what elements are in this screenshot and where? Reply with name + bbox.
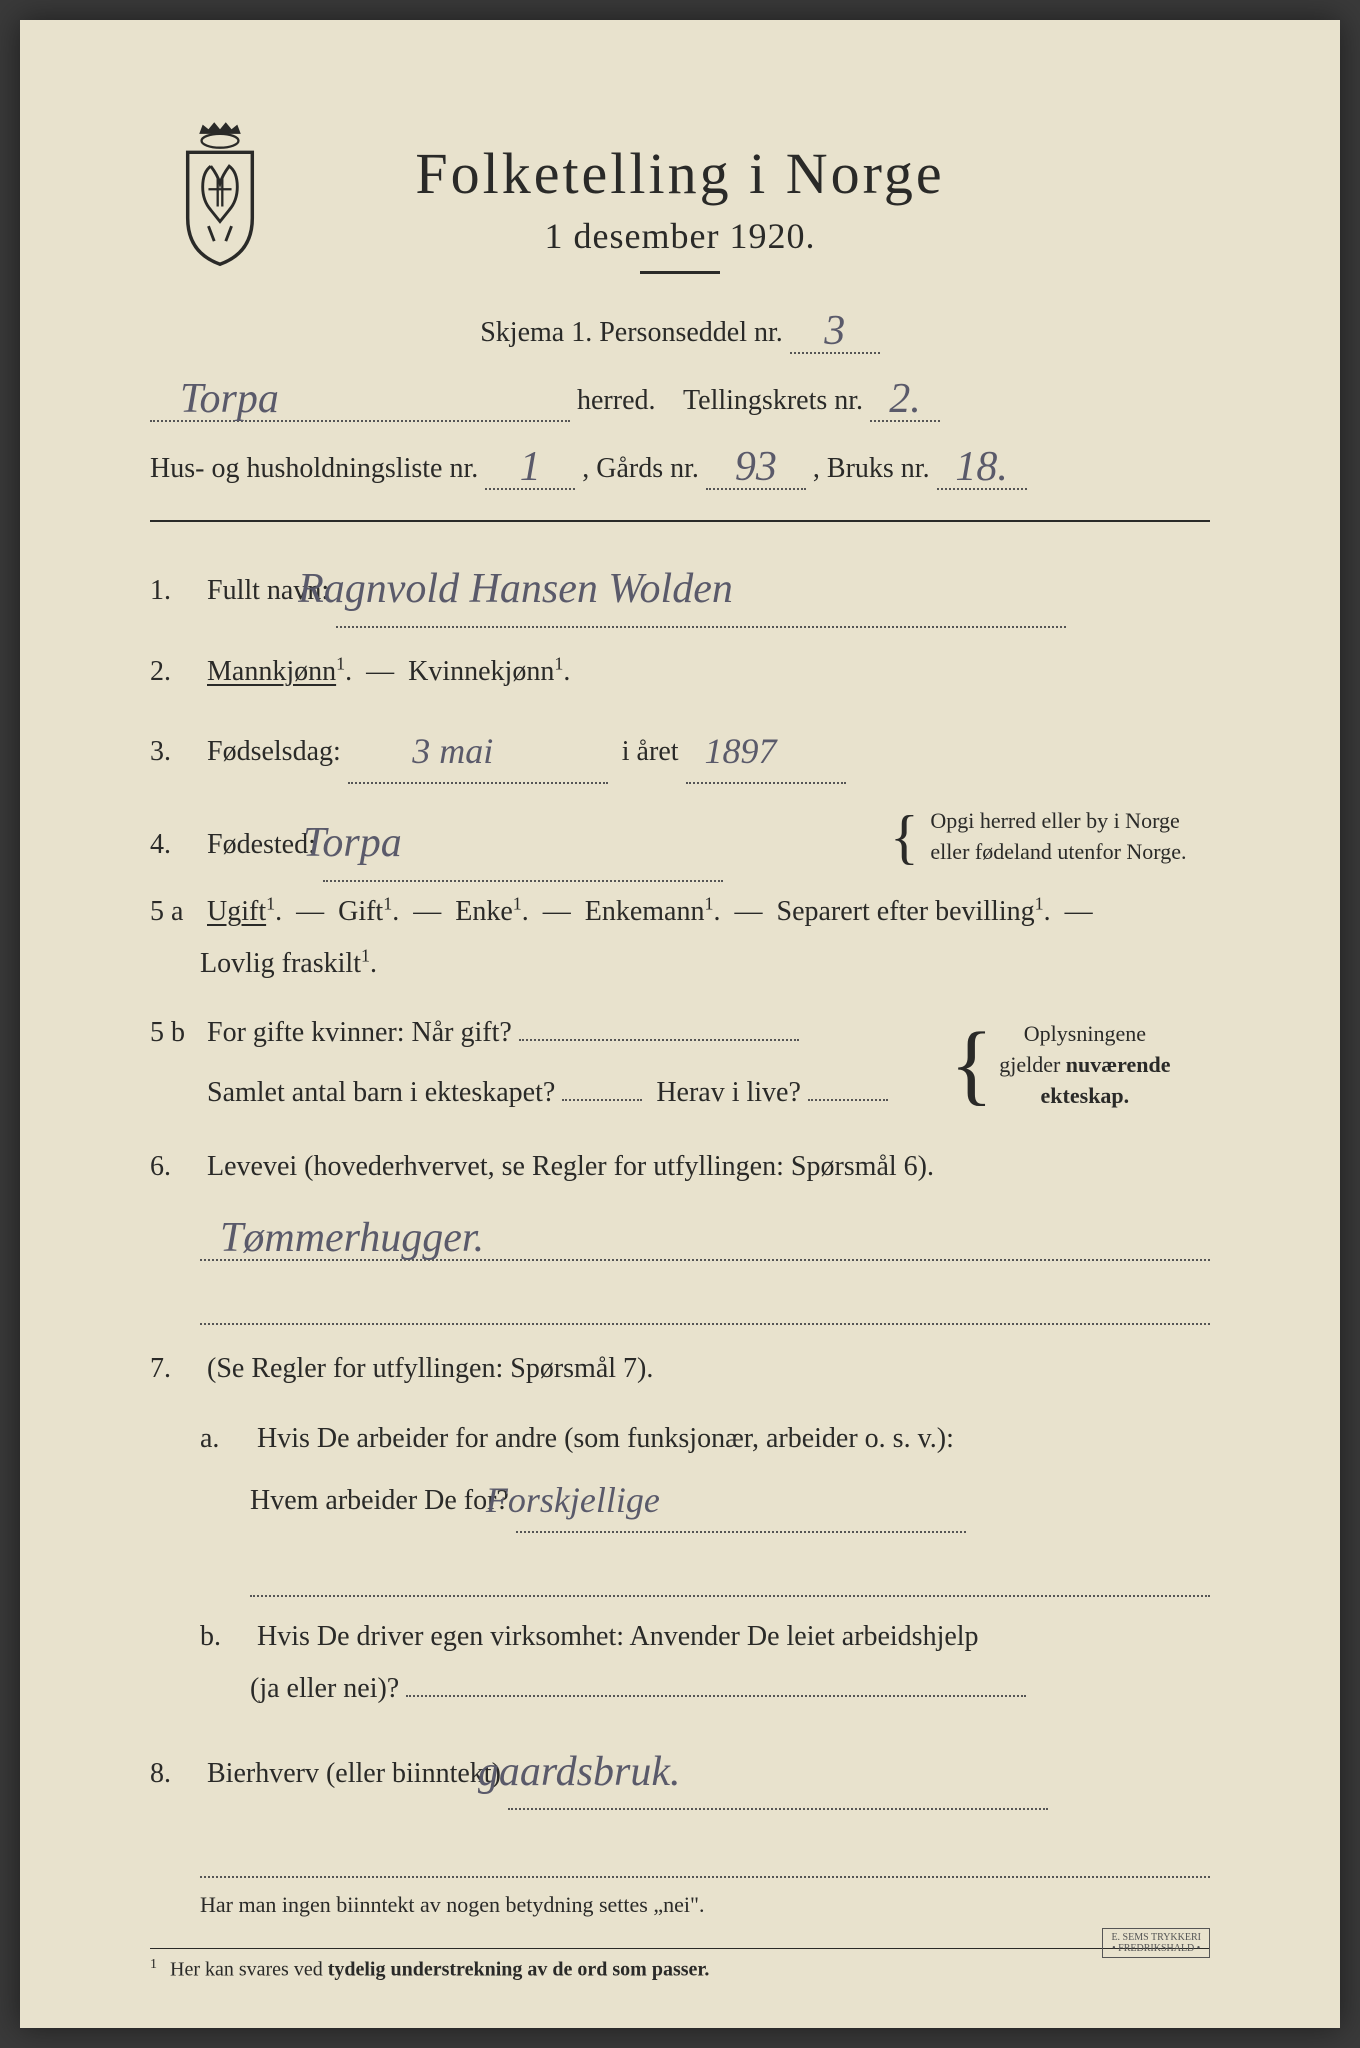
- q7b-sub: (ja eller nei)?: [250, 1673, 399, 1704]
- q6-answer: Tømmerhugger.: [200, 1211, 1210, 1261]
- personseddel-nr: 3: [824, 308, 845, 354]
- q6-num: 6.: [150, 1141, 200, 1193]
- bruks-nr: 18.: [955, 444, 1008, 490]
- q5a-opt4: Separert efter bevilling: [777, 896, 1035, 927]
- q7a-answer-line2: [250, 1547, 1210, 1597]
- q6: 6. Levevei (hovederhvervet, se Regler fo…: [150, 1141, 1210, 1193]
- gards-label: , Gårds nr.: [582, 453, 699, 484]
- q3-year-label: i året: [622, 736, 679, 767]
- q6-answer-line2: [200, 1275, 1210, 1325]
- q4-note: { Opgi herred eller by i Norge eller fød…: [890, 802, 1210, 868]
- q7a-sub: Hvem arbeider De for?: [250, 1485, 509, 1516]
- q7a-label: Hvis De arbeider for andre (som funksjon…: [257, 1423, 954, 1454]
- q7: 7. (Se Regler for utfyllingen: Spørsmål …: [150, 1343, 1210, 1395]
- q4-note-l2: eller fødeland utenfor Norge.: [930, 839, 1186, 864]
- q5a: 5 a Ugift1. — Gift1. — Enke1. — Enkemann…: [150, 886, 1210, 990]
- q2-opt1: Mannkjønn: [207, 656, 336, 687]
- q5b-note-l3: ekteskap.: [1041, 1083, 1130, 1108]
- coat-of-arms-icon: [160, 120, 280, 270]
- q7b-letter: b.: [200, 1611, 250, 1663]
- q8-note: Har man ingen biinntekt av nogen betydni…: [200, 1892, 1210, 1918]
- q5b-note: { Oplysningene gjelder nuværende ekteska…: [950, 1019, 1210, 1111]
- footnote-num: 1: [150, 1957, 157, 1972]
- q8-num: 8.: [150, 1748, 200, 1800]
- q8-value: gaardsbruk.: [478, 1749, 681, 1795]
- footnote: 1 Her kan svares ved tydelig understrekn…: [150, 1957, 1210, 1982]
- q5b-label1: For gifte kvinner: Når gift?: [207, 1017, 512, 1048]
- q1: 1. Fullt navn: Ragnvold Hansen Wolden: [150, 548, 1210, 628]
- q5a-opt2: Enke: [455, 896, 513, 927]
- census-date: 1 desember 1920.: [150, 215, 1210, 257]
- q5a-opt1: Gift: [338, 896, 383, 927]
- q8-label: Bierhverv (eller biinntekt): [207, 1758, 501, 1789]
- hus-line: Hus- og husholdningsliste nr. 1 , Gårds …: [150, 440, 1210, 490]
- gards-nr: 93: [735, 444, 777, 490]
- printer-l2: • FREDRIKSHALD •: [1112, 1943, 1200, 1954]
- q5a-opt5: Lovlig fraskilt: [200, 948, 361, 979]
- q2-opt2: Kvinnekjønn: [408, 656, 554, 687]
- census-form-page: Folketelling i Norge 1 desember 1920. Sk…: [20, 20, 1340, 2028]
- q4: 4. Fødested: Torpa { Opgi herred eller b…: [150, 802, 1210, 886]
- q3: 3. Fødselsdag: 3 mai i året 1897: [150, 715, 1210, 784]
- printer-stamp: E. SEMS TRYKKERI • FREDRIKSHALD •: [1102, 1928, 1210, 1958]
- tellingskrets-nr: 2.: [889, 376, 921, 422]
- skjema-line: Skjema 1. Personseddel nr. 3: [150, 304, 1210, 354]
- q4-value: Torpa: [303, 820, 402, 866]
- q7b-label: Hvis De driver egen virksomhet: Anvender…: [257, 1621, 979, 1652]
- footnote-text: Her kan svares ved tydelig understreknin…: [170, 1959, 709, 1981]
- title-divider: [640, 271, 720, 274]
- skjema-label: Skjema 1. Personseddel nr.: [480, 317, 783, 348]
- header: Folketelling i Norge 1 desember 1920.: [150, 140, 1210, 274]
- herred-line: Torpa herred. Tellingskrets nr. 2.: [150, 372, 1210, 422]
- q1-num: 1.: [150, 565, 200, 617]
- bruks-label: , Bruks nr.: [813, 453, 930, 484]
- q3-label: Fødselsdag:: [207, 736, 341, 767]
- q5b-label2: Samlet antal barn i ekteskapet?: [207, 1077, 555, 1108]
- q5b-note-l2: gjelder nuværende: [999, 1052, 1170, 1077]
- q2: 2. Mannkjønn1. — Kvinnekjønn1.: [150, 646, 1210, 698]
- q7a-letter: a.: [200, 1413, 250, 1465]
- q5b: 5 b For gifte kvinner: Når gift? Samlet …: [150, 1007, 1210, 1123]
- printer-l1: E. SEMS TRYKKERI: [1111, 1932, 1201, 1943]
- q6-value: Tømmerhugger.: [220, 1214, 484, 1261]
- footnote-rule: [150, 1948, 1210, 1949]
- q8-answer-line2: [200, 1828, 1210, 1878]
- q7b: b. Hvis De driver egen virksomhet: Anven…: [150, 1611, 1210, 1715]
- q3-year: 1897: [705, 731, 777, 771]
- q3-day: 3 mai: [412, 731, 493, 771]
- herred-label: herred.: [577, 385, 656, 416]
- q7a-value: Forskjellige: [486, 1480, 660, 1520]
- q3-num: 3.: [150, 726, 200, 778]
- q5a-num: 5 a: [150, 886, 200, 938]
- tellingskrets-label: Tellingskrets nr.: [683, 385, 863, 416]
- hus-label: Hus- og husholdningsliste nr.: [150, 453, 478, 484]
- q4-label: Fødested:: [207, 829, 316, 860]
- q6-label: Levevei (hovederhvervet, se Regler for u…: [207, 1151, 934, 1182]
- main-rule: [150, 520, 1210, 522]
- q7a: a. Hvis De arbeider for andre (som funks…: [150, 1413, 1210, 1533]
- q5b-note-l1: Oplysningene: [1024, 1021, 1146, 1046]
- brace-icon: {: [950, 1029, 993, 1101]
- q4-note-l1: Opgi herred eller by i Norge: [930, 808, 1179, 833]
- q7-num: 7.: [150, 1343, 200, 1395]
- brace-icon: {: [890, 813, 919, 861]
- q5b-num: 5 b: [150, 1007, 200, 1059]
- q5a-opt3: Enkemann: [585, 896, 705, 927]
- q5b-label3: Herav i live?: [656, 1077, 801, 1108]
- q7-label: (Se Regler for utfyllingen: Spørsmål 7).: [207, 1353, 653, 1384]
- q4-num: 4.: [150, 819, 200, 871]
- q5a-opt0: Ugift: [207, 896, 266, 927]
- q8: 8. Bierhverv (eller biinntekt) gaardsbru…: [150, 1731, 1210, 1811]
- q1-value: Ragnvold Hansen Wolden: [298, 566, 733, 612]
- herred-name: Torpa: [180, 376, 279, 422]
- page-title: Folketelling i Norge: [150, 140, 1210, 207]
- q2-num: 2.: [150, 646, 200, 698]
- hus-nr: 1: [520, 444, 541, 490]
